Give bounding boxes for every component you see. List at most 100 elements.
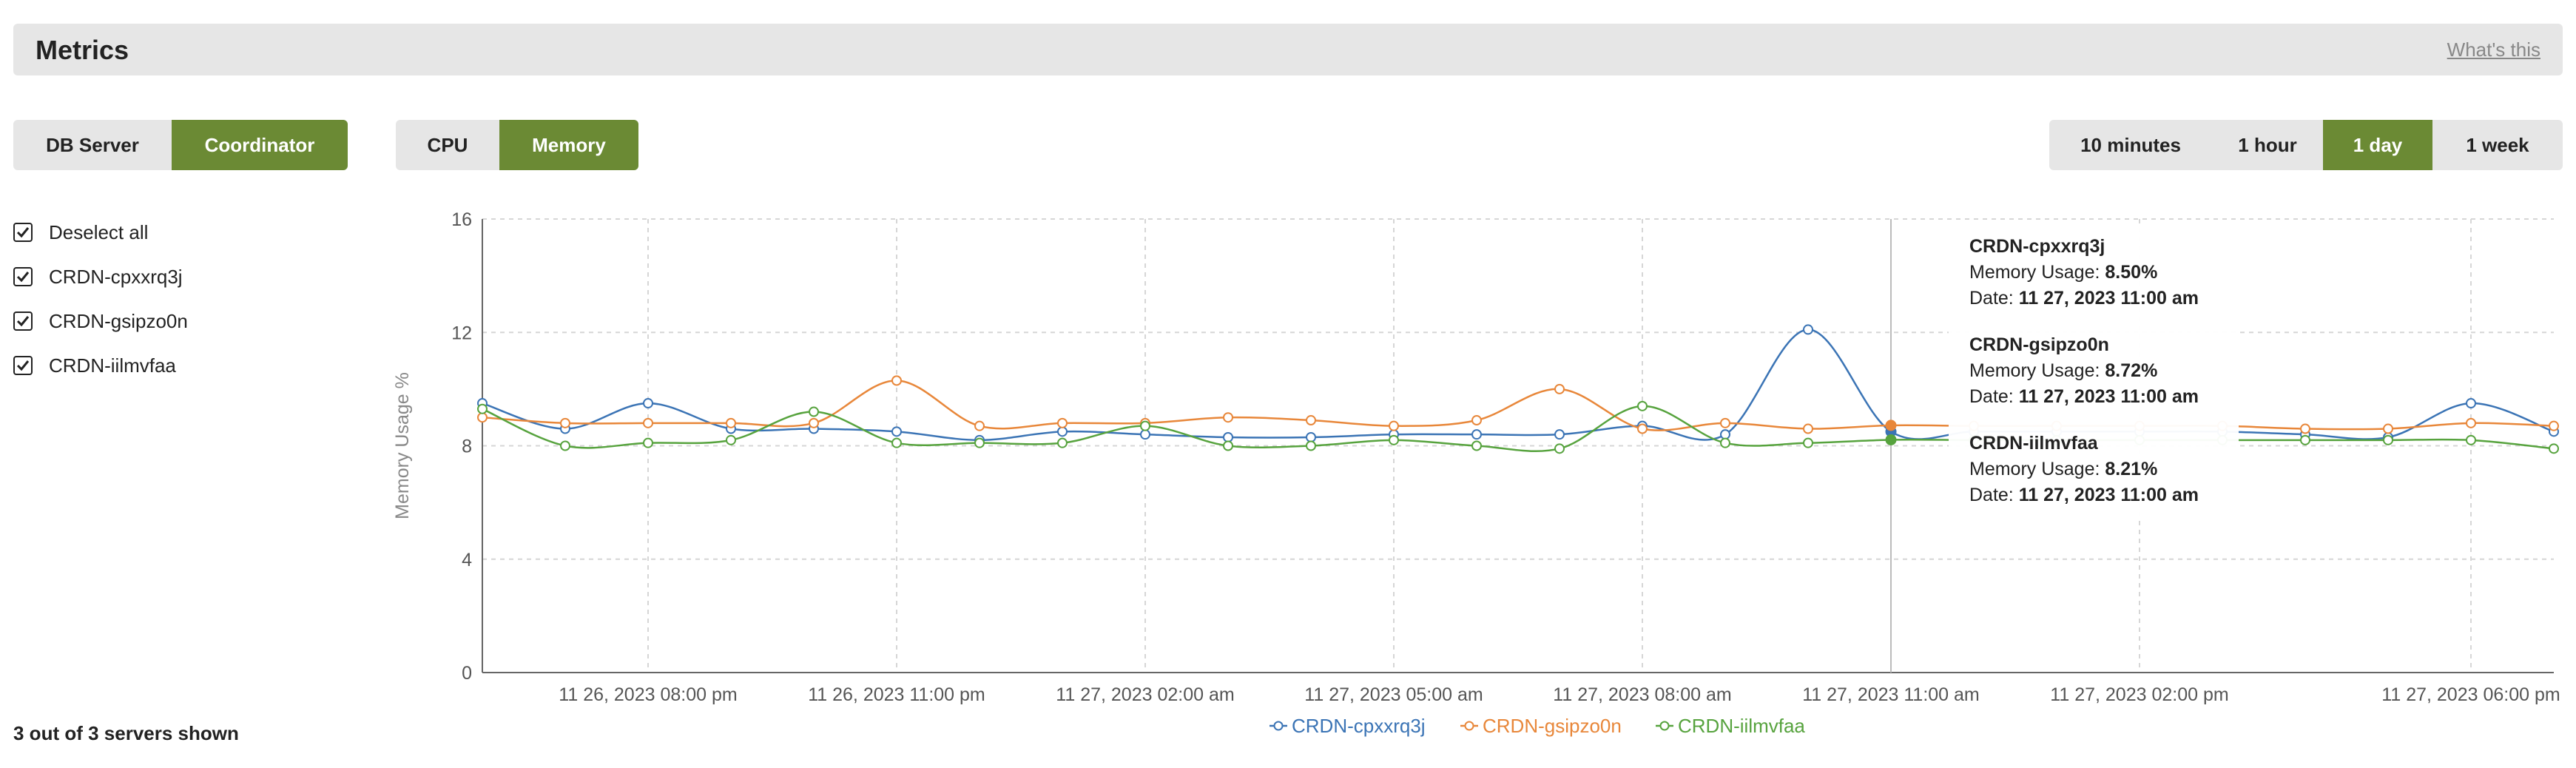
data-point[interactable]: [2300, 423, 2310, 434]
data-point[interactable]: [891, 426, 902, 437]
data-point[interactable]: [1223, 412, 1233, 423]
data-point[interactable]: [560, 417, 570, 428]
server-checkbox-iilmvfaa[interactable]: CRDN-iilmvfaa: [13, 343, 188, 388]
tooltip-series-name: CRDN-cpxxrq3j: [1969, 236, 2105, 257]
data-point[interactable]: [1306, 432, 1316, 443]
check-icon[interactable]: [13, 356, 33, 375]
check-icon[interactable]: [13, 223, 33, 242]
tooltip-usage-value: 8.72%: [2105, 360, 2158, 381]
tooltip-date-row: Date: 11 27, 2023 11:00 am: [1969, 482, 2218, 508]
data-point[interactable]: [1720, 417, 1730, 428]
server-filter-list: Deselect all CRDN-cpxxrq3j CRDN-gsipzo0n…: [13, 210, 188, 388]
server-type-tabs: DB Server Coordinator: [13, 120, 348, 170]
tooltip-usage-label: Memory Usage:: [1969, 360, 2100, 381]
legend-marker-dot: [1659, 721, 1670, 731]
data-point[interactable]: [1803, 437, 1813, 448]
data-point[interactable]: [1057, 437, 1068, 448]
data-point[interactable]: [1306, 440, 1316, 451]
servers-shown-count: 3 out of 3 servers shown: [13, 722, 239, 744]
tab-1-day[interactable]: 1 day: [2323, 120, 2432, 170]
tab-10-minutes[interactable]: 10 minutes: [2049, 120, 2212, 170]
data-point[interactable]: [643, 398, 653, 409]
check-icon[interactable]: [13, 311, 33, 331]
data-point[interactable]: [477, 403, 488, 414]
data-point[interactable]: [477, 412, 488, 423]
metrics-header: Metrics What's this: [13, 24, 2563, 75]
data-point[interactable]: [1554, 443, 1565, 454]
server-checkbox-cpxxrq3j[interactable]: CRDN-cpxxrq3j: [13, 255, 188, 299]
tab-coordinator[interactable]: Coordinator: [172, 120, 348, 170]
tab-db-server[interactable]: DB Server: [13, 120, 172, 170]
data-point[interactable]: [1720, 437, 1730, 448]
data-point[interactable]: [1720, 429, 1730, 440]
data-point[interactable]: [643, 417, 653, 428]
data-point[interactable]: [891, 437, 902, 448]
data-point[interactable]: [891, 375, 902, 386]
data-point[interactable]: [2300, 434, 2310, 445]
y-tick-label: 4: [462, 550, 472, 570]
data-point[interactable]: [1637, 423, 1648, 434]
data-point[interactable]: [1554, 383, 1565, 394]
check-icon[interactable]: [13, 267, 33, 286]
data-point[interactable]: [1554, 429, 1565, 440]
data-point[interactable]: [2549, 443, 2559, 454]
data-point-active[interactable]: [1885, 420, 1897, 431]
legend-label[interactable]: CRDN-iilmvfaa: [1678, 715, 1805, 737]
server-label: CRDN-gsipzo0n: [49, 309, 188, 332]
tooltip-usage-row: Memory Usage: 8.72%: [1969, 358, 2218, 384]
tooltip-usage-row: Memory Usage: 8.50%: [1969, 260, 2218, 286]
tooltip-usage-row: Memory Usage: 8.21%: [1969, 457, 2218, 482]
x-tick-label: 11 27, 2023 06:00 pm: [2381, 684, 2560, 705]
data-point[interactable]: [1471, 440, 1482, 451]
data-point[interactable]: [974, 420, 985, 431]
data-point[interactable]: [809, 406, 819, 417]
data-point[interactable]: [726, 417, 736, 428]
legend-label[interactable]: CRDN-cpxxrq3j: [1292, 715, 1426, 737]
tab-1-hour[interactable]: 1 hour: [2212, 120, 2323, 170]
data-point[interactable]: [1471, 415, 1482, 426]
server-checkbox-gsipzo0n[interactable]: CRDN-gsipzo0n: [13, 299, 188, 343]
data-point[interactable]: [2466, 417, 2476, 428]
y-tick-label: 8: [462, 437, 472, 457]
data-point[interactable]: [1057, 426, 1068, 437]
whats-this-link[interactable]: What's this: [2447, 38, 2540, 61]
data-point[interactable]: [1471, 429, 1482, 440]
tooltip-date-label: Date:: [1969, 386, 2014, 407]
data-point[interactable]: [1140, 420, 1150, 431]
data-point[interactable]: [974, 437, 985, 448]
data-point[interactable]: [1223, 440, 1233, 451]
y-tick-label: 12: [451, 323, 472, 343]
data-point[interactable]: [1389, 420, 1399, 431]
data-point[interactable]: [560, 440, 570, 451]
data-point[interactable]: [809, 417, 819, 428]
legend-marker-dot: [1464, 721, 1474, 731]
data-point[interactable]: [2383, 434, 2393, 445]
data-point[interactable]: [1637, 400, 1648, 411]
tooltip-date-row: Date: 11 27, 2023 11:00 am: [1969, 286, 2218, 311]
server-label: CRDN-cpxxrq3j: [49, 265, 183, 288]
tooltip-date-value: 11 27, 2023 11:00 am: [2018, 386, 2199, 407]
data-point[interactable]: [1057, 417, 1068, 428]
legend-label[interactable]: CRDN-gsipzo0n: [1483, 715, 1622, 737]
tab-cpu[interactable]: CPU: [396, 120, 499, 170]
data-point-active[interactable]: [1885, 434, 1897, 445]
data-point[interactable]: [2466, 434, 2476, 445]
deselect-all-checkbox[interactable]: Deselect all: [13, 210, 188, 255]
data-point[interactable]: [1306, 415, 1316, 426]
data-point[interactable]: [1803, 324, 1813, 335]
data-point[interactable]: [2466, 398, 2476, 409]
tab-memory[interactable]: Memory: [499, 120, 638, 170]
data-point[interactable]: [1389, 434, 1399, 445]
x-tick-label: 11 27, 2023 11:00 am: [1802, 684, 1980, 705]
data-point[interactable]: [1803, 423, 1813, 434]
data-point[interactable]: [2549, 420, 2559, 431]
data-point[interactable]: [643, 437, 653, 448]
tab-1-week[interactable]: 1 week: [2432, 120, 2563, 170]
data-point[interactable]: [1223, 432, 1233, 443]
data-point[interactable]: [1140, 429, 1150, 440]
page-title: Metrics: [36, 35, 129, 65]
legend-marker-dot: [1273, 721, 1284, 731]
x-tick-label: 11 27, 2023 08:00 am: [1553, 684, 1731, 705]
data-point[interactable]: [2383, 423, 2393, 434]
data-point[interactable]: [726, 434, 736, 445]
